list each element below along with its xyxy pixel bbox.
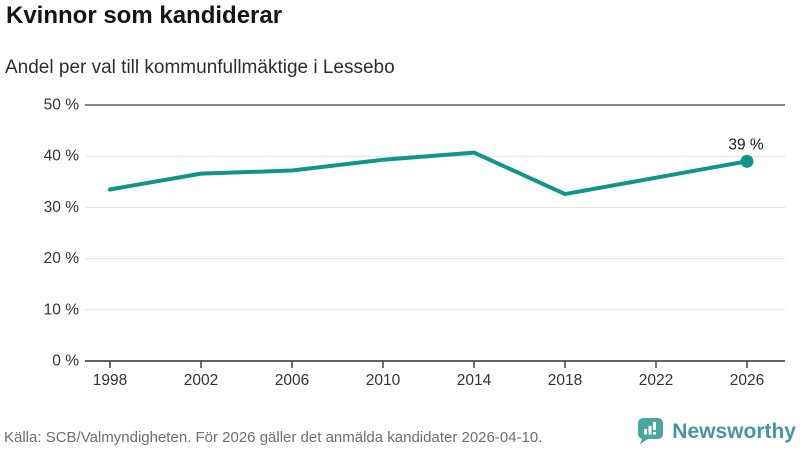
x-tick-label: 2014 bbox=[457, 372, 492, 389]
y-tick-label: 20 % bbox=[44, 250, 80, 267]
y-tick-label: 40 % bbox=[44, 148, 80, 165]
x-tick-label: 2026 bbox=[730, 372, 764, 389]
last-value-annotation: 39 % bbox=[728, 136, 764, 153]
y-tick-label: 0 % bbox=[52, 353, 79, 370]
newsworthy-wordmark: Newsworthy bbox=[672, 419, 796, 443]
newsworthy-icon bbox=[638, 418, 664, 445]
x-tick-label: 2022 bbox=[639, 372, 673, 389]
trend-line bbox=[108, 150, 749, 197]
x-tick-label: 2002 bbox=[184, 372, 218, 389]
source-note: Källa: SCB/Valmyndigheten. För 2026 gäll… bbox=[4, 429, 543, 446]
x-tick-label: 2006 bbox=[275, 372, 309, 389]
x-tick-label: 2018 bbox=[548, 372, 582, 389]
chart-subtitle: Andel per val till kommunfullmäktige i L… bbox=[5, 57, 395, 78]
x-tick-label: 1998 bbox=[93, 372, 127, 389]
y-tick-label: 30 % bbox=[44, 199, 80, 216]
y-tick-label: 50 % bbox=[44, 97, 80, 114]
page-title: Kvinnor som kandiderar bbox=[6, 2, 283, 29]
y-tick-label: 10 % bbox=[44, 301, 80, 318]
last-point-marker bbox=[740, 154, 754, 168]
x-tick-label: 2010 bbox=[366, 372, 401, 389]
newsworthy-logo-link[interactable]: Newsworthy bbox=[637, 417, 796, 446]
